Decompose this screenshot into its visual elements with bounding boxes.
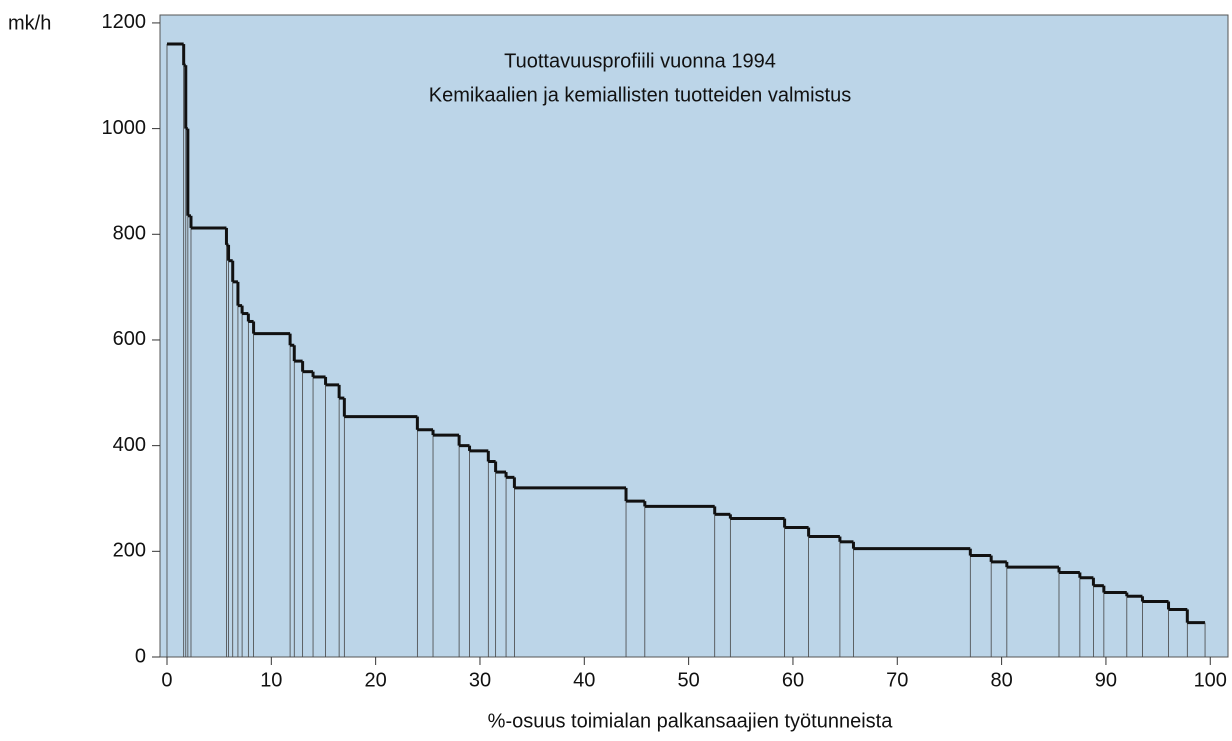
x-tick-label: 40 bbox=[573, 669, 595, 691]
y-tick-label: 200 bbox=[113, 540, 146, 562]
y-tick-label: 1200 bbox=[102, 11, 147, 33]
x-tick-label: 50 bbox=[678, 669, 700, 691]
chart-subtitle: Kemikaalien ja kemiallisten tuotteiden v… bbox=[429, 84, 851, 106]
chart-title: Tuottavuusprofiili vuonna 1994 bbox=[504, 50, 776, 72]
x-tick-label: 60 bbox=[782, 669, 804, 691]
x-tick-label: 30 bbox=[469, 669, 491, 691]
x-tick-label: 80 bbox=[990, 669, 1012, 691]
x-tick-label: 0 bbox=[161, 669, 172, 691]
y-tick-label: 0 bbox=[135, 645, 146, 667]
x-axis-label: %-osuus toimialan palkansaajien työtunne… bbox=[488, 710, 894, 732]
x-tick-label: 90 bbox=[1095, 669, 1117, 691]
plot-area bbox=[159, 14, 1229, 658]
y-axis-label: mk/h bbox=[8, 12, 51, 34]
y-tick-label: 600 bbox=[113, 328, 146, 350]
x-tick-label: 70 bbox=[886, 669, 908, 691]
y-tick-label: 1000 bbox=[102, 117, 147, 139]
x-tick-label: 10 bbox=[260, 669, 282, 691]
y-tick-label: 400 bbox=[113, 434, 146, 456]
y-tick-label: 800 bbox=[113, 223, 146, 245]
x-tick-label: 100 bbox=[1194, 669, 1227, 691]
x-tick-label: 20 bbox=[365, 669, 387, 691]
